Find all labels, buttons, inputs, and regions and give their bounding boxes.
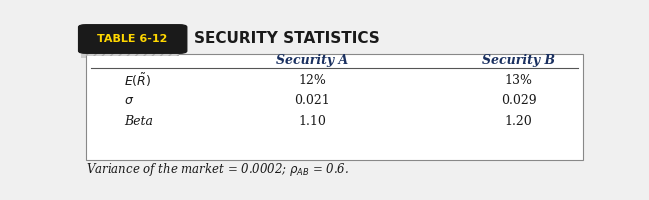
Text: 0.029: 0.029 bbox=[501, 95, 537, 108]
Text: Security B: Security B bbox=[482, 54, 556, 67]
Text: $E(\tilde{R})$: $E(\tilde{R})$ bbox=[124, 71, 151, 89]
Text: 0.021: 0.021 bbox=[295, 95, 330, 108]
Text: 13%: 13% bbox=[505, 74, 533, 87]
Text: Beta: Beta bbox=[124, 115, 153, 128]
Text: $\sigma$: $\sigma$ bbox=[124, 95, 134, 108]
Text: TABLE 6-12: TABLE 6-12 bbox=[97, 34, 168, 44]
FancyBboxPatch shape bbox=[79, 25, 187, 53]
Text: Security A: Security A bbox=[276, 54, 349, 67]
Text: SECURITY STATISTICS: SECURITY STATISTICS bbox=[194, 31, 380, 46]
Text: 1.10: 1.10 bbox=[299, 115, 326, 128]
Text: 12%: 12% bbox=[299, 74, 326, 87]
Bar bbox=[86, 54, 583, 160]
Bar bbox=[86, 53, 179, 56]
Bar bbox=[81, 24, 182, 58]
Text: Variance of the market = 0.0002; $\rho_{AB}$ = 0.6.: Variance of the market = 0.0002; $\rho_{… bbox=[86, 161, 349, 178]
Text: 1.20: 1.20 bbox=[505, 115, 533, 128]
